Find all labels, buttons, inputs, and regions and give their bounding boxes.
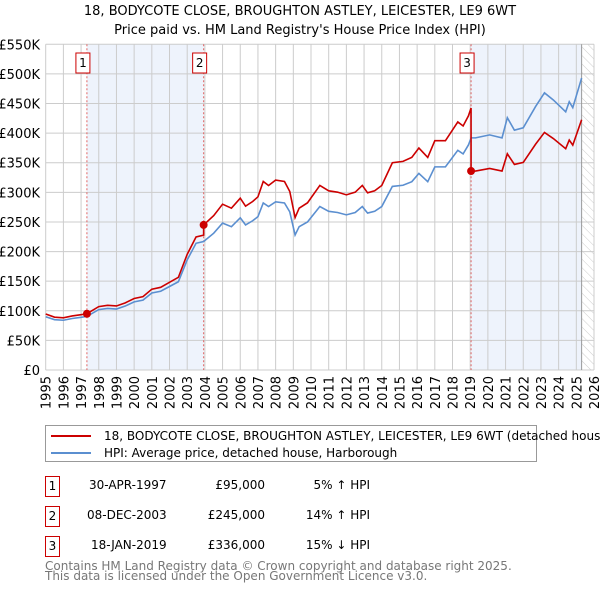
sale-hpi-delta: 15% ↓ HPI — [305, 538, 370, 552]
sale-marker-box — [459, 52, 475, 74]
y-tick-label: £50K — [7, 334, 41, 349]
x-tick-label: 2023 — [535, 376, 550, 409]
sale-number: 2 — [45, 506, 60, 527]
sale-price: £95,000 — [215, 478, 265, 492]
x-tick-label: 2024 — [553, 376, 568, 409]
x-tick-label: 2022 — [517, 376, 532, 409]
y-tick-label: £450K — [0, 98, 40, 113]
x-tick-label: 2025 — [570, 376, 585, 409]
x-tick-label: 2015 — [393, 376, 408, 409]
sale-marker-label: 1 — [79, 56, 87, 70]
chart-title: 18, BODYCOTE CLOSE, BROUGHTON ASTLEY, LE… — [84, 4, 516, 19]
x-tick-label: 1997 — [75, 376, 90, 409]
sale-number: 1 — [45, 476, 60, 497]
x-tick-label: 2007 — [252, 376, 267, 409]
x-tick-label: 2013 — [358, 376, 373, 409]
x-tick-label: 2018 — [447, 376, 462, 409]
x-tick-label: 2008 — [270, 376, 285, 409]
shade-region — [471, 44, 582, 371]
hpi-line — [45, 77, 583, 322]
footer-copyright: Contains HM Land Registry data © Crown c… — [45, 559, 512, 573]
x-tick-label: 2003 — [181, 376, 196, 409]
legend: 18, BODYCOTE CLOSE, BROUGHTON ASTLEY, LE… — [45, 425, 600, 462]
sale-date: 18-JAN-2019 — [91, 538, 167, 552]
sale-marker-label: 3 — [463, 56, 471, 70]
y-tick-label: £300K — [0, 186, 40, 201]
x-tick-label: 2004 — [199, 376, 214, 409]
legend-swatch — [51, 435, 91, 437]
sale-point — [467, 167, 476, 176]
x-tick-label: 2019 — [464, 376, 479, 409]
legend-swatch — [51, 452, 91, 454]
y-tick-label: £350K — [0, 157, 40, 172]
x-tick-label: 1995 — [40, 376, 55, 409]
x-tick-label: 2026 — [588, 376, 600, 409]
y-tick-label: £200K — [0, 246, 40, 261]
sale-price: £336,000 — [207, 538, 265, 552]
sale-date: 30-APR-1997 — [89, 478, 167, 492]
x-tick-label: 2006 — [234, 376, 249, 409]
y-tick-label: £500K — [0, 68, 40, 83]
x-tick-label: 2012 — [340, 376, 355, 409]
sale-date: 08-DEC-2003 — [87, 508, 167, 522]
sale-point — [82, 309, 91, 318]
x-tick-label: 1999 — [110, 376, 125, 409]
x-tick-label: 2001 — [146, 376, 161, 409]
sale-point — [199, 220, 208, 229]
legend-label: 18, BODYCOTE CLOSE, BROUGHTON ASTLEY, LE… — [104, 429, 600, 443]
footer-licence: This data is licensed under the Open Gov… — [45, 569, 428, 583]
sale-hpi-delta: 14% ↑ HPI — [305, 508, 370, 522]
y-tick-label: £400K — [0, 127, 40, 142]
y-tick-label: £550K — [0, 38, 40, 53]
sale-marker-label: 2 — [196, 56, 204, 70]
legend-label: HPI: Average price, detached house, Harb… — [104, 446, 398, 460]
chart-subtitle: Price paid vs. HM Land Registry's House … — [114, 23, 486, 38]
x-tick-label: 2020 — [482, 376, 497, 409]
y-tick-label: £150K — [0, 275, 40, 290]
sale-price: £245,000 — [207, 508, 265, 522]
x-tick-label: 1998 — [93, 376, 108, 409]
sale-hpi-delta: 5% ↑ HPI — [313, 478, 370, 492]
y-tick-label: £100K — [0, 305, 40, 320]
y-tick-label: £250K — [0, 216, 40, 231]
x-tick-label: 2017 — [429, 376, 444, 409]
price-chart: 18, BODYCOTE CLOSE, BROUGHTON ASTLEY, LE… — [0, 4, 600, 409]
x-tick-label: 2009 — [287, 376, 302, 409]
property-line — [45, 107, 583, 319]
x-tick-label: 2021 — [500, 376, 515, 409]
x-tick-label: 2000 — [128, 376, 143, 409]
x-tick-label: 2011 — [323, 376, 338, 409]
sale-marker-box — [75, 52, 91, 74]
x-tick-label: 2014 — [376, 376, 391, 409]
future-hatch — [581, 44, 594, 371]
x-tick-label: 2010 — [305, 376, 320, 409]
x-tick-label: 2002 — [164, 376, 179, 409]
y-tick-label: £0 — [23, 364, 40, 379]
shade-region — [86, 44, 204, 371]
sale-number: 3 — [45, 536, 60, 557]
sale-marker-box — [192, 52, 208, 74]
x-tick-label: 2016 — [411, 376, 426, 409]
x-tick-label: 1996 — [57, 376, 72, 409]
x-tick-label: 2005 — [217, 376, 232, 409]
